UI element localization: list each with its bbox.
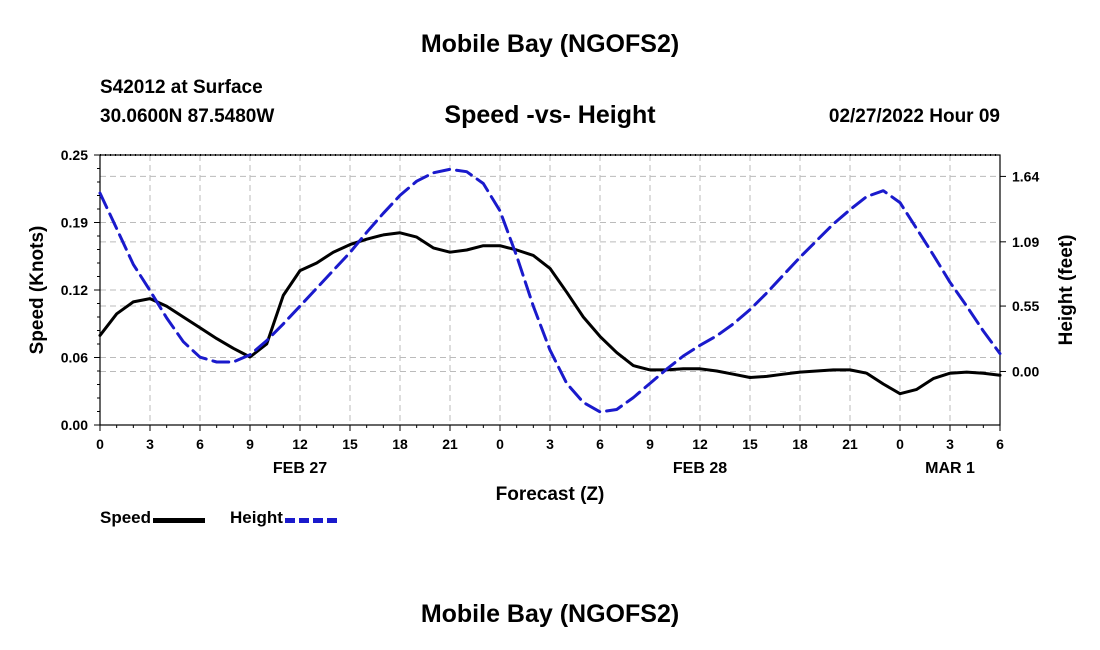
date-label: FEB 27 [273, 460, 327, 477]
series-lines [98, 167, 1002, 414]
axis-ticks: 0 3 6 9 12 15 18 21 0 3 6 9 12 15 18 21 0 3 6 FEB 27 FEB 28 M… [61, 147, 1040, 477]
x-tick-label: 0 [496, 436, 504, 452]
x-tick-label: 6 [996, 436, 1004, 452]
x-tick-label: 18 [792, 436, 808, 452]
coordinates-label: 30.0600N 87.5480W [100, 106, 275, 127]
x-tick-label: 12 [692, 436, 708, 452]
height-series-line [98, 167, 1002, 414]
y-right-tick-label: 0.00 [1012, 363, 1039, 379]
y-axis-left-label: Speed (Knots) [27, 226, 48, 355]
x-axis-label: Forecast (Z) [496, 484, 605, 505]
y-right-tick-label: 0.55 [1012, 298, 1039, 314]
y-left-tick-label: 0.19 [61, 215, 88, 231]
y-left-tick-label: 0.12 [61, 282, 88, 298]
station-label: S42012 at Surface [100, 77, 263, 98]
x-tick-label: 18 [392, 436, 408, 452]
legend-speed-label: Speed [100, 508, 152, 527]
y-left-tick-label: 0.00 [61, 417, 88, 433]
speed-series-line [98, 231, 1002, 396]
footer-title: Mobile Bay (NGOFS2) [420, 600, 680, 628]
page-title: Mobile Bay (NGOFS2) [420, 30, 680, 58]
x-tick-label: 15 [742, 436, 758, 452]
x-tick-label: 3 [146, 436, 154, 452]
x-tick-label: 3 [546, 436, 554, 452]
date-label: MAR 1 [925, 460, 975, 477]
x-tick-label: 21 [842, 436, 858, 452]
legend-speed-swatch [153, 517, 206, 523]
x-tick-label: 0 [96, 436, 104, 452]
y-right-tick-label: 1.64 [1012, 168, 1039, 184]
x-tick-label: 9 [246, 436, 254, 452]
legend-height-swatch [284, 517, 337, 523]
y-left-tick-label: 0.25 [61, 147, 88, 163]
forecast-datetime: 02/27/2022 Hour 09 [828, 106, 1000, 127]
x-tick-label: 21 [442, 436, 458, 452]
x-tick-label: 3 [946, 436, 954, 452]
grid [100, 155, 1000, 425]
y-left-tick-label: 0.06 [61, 350, 88, 366]
x-tick-label: 6 [596, 436, 604, 452]
date-label: FEB 28 [673, 460, 727, 477]
legend-height-label: Height [230, 508, 283, 527]
chart-subtitle: Speed -vs- Height [444, 101, 656, 129]
legend-item-speed: Speed [100, 508, 206, 528]
legend-item-height: Height [230, 508, 337, 528]
y-axis-right-label: Height (feet) [1056, 235, 1077, 346]
x-tick-label: 0 [896, 436, 904, 452]
x-tick-label: 9 [646, 436, 654, 452]
x-tick-label: 6 [196, 436, 204, 452]
y-right-tick-label: 1.09 [1012, 234, 1039, 250]
x-tick-label: 15 [342, 436, 358, 452]
x-tick-label: 12 [292, 436, 308, 452]
